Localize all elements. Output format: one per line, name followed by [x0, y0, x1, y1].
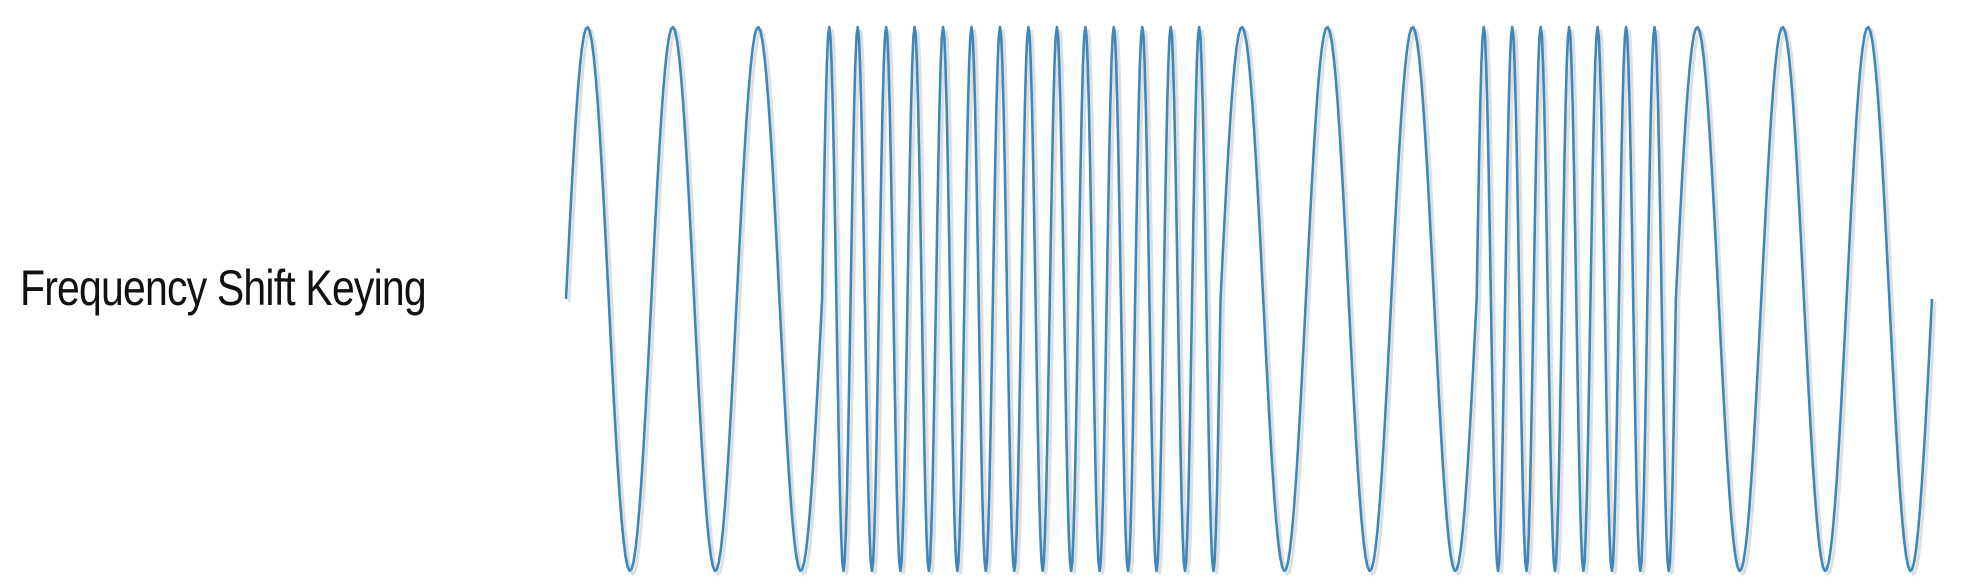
waveform-line: [564, 25, 1934, 573]
diagram-title: Frequency Shift Keying: [20, 260, 427, 316]
